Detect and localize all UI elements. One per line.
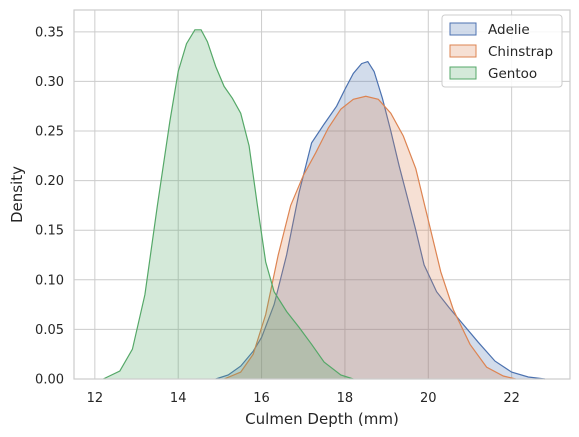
series-area-adelie: [215, 61, 545, 379]
series-line-chinstrap: [223, 95, 516, 380]
x-tick-label: 14: [170, 391, 187, 406]
y-tick-label: 0.25: [35, 125, 64, 140]
axes-frame: [73, 9, 571, 380]
legend-label-chinstrap: Chinstrap: [488, 44, 553, 60]
y-tick-label: 0.30: [35, 75, 64, 90]
legend-label-adelie: Adelie: [488, 22, 530, 38]
x-axis-label: Culmen Depth (mm): [245, 410, 399, 428]
series-line-gentoo: [102, 29, 354, 380]
y-tick-label: 0.35: [35, 25, 64, 40]
x-tick-label: 12: [87, 391, 104, 406]
x-tick-label: 20: [420, 391, 437, 406]
legend-swatch-adelie: [449, 22, 477, 36]
x-tick-label: 22: [503, 391, 520, 406]
x-tick-label: 16: [253, 391, 270, 406]
y-tick-label: 0.20: [35, 174, 64, 189]
legend-swatch-chinstrap: [449, 44, 477, 58]
legend-swatch-gentoo: [449, 66, 477, 80]
x-tick-label: 18: [337, 391, 354, 406]
y-tick-label: 0.05: [35, 323, 64, 338]
legend-box: [441, 14, 563, 88]
y-tick-label: 0.00: [35, 373, 64, 388]
y-axis-label: Density: [8, 166, 26, 223]
series-line-adelie: [215, 60, 546, 380]
legend-label-gentoo: Gentoo: [488, 66, 537, 82]
series-area-gentoo: [103, 29, 354, 380]
y-tick-label: 0.15: [35, 224, 64, 239]
series-area-chinstrap: [224, 96, 516, 380]
y-tick-label: 0.10: [35, 273, 64, 288]
